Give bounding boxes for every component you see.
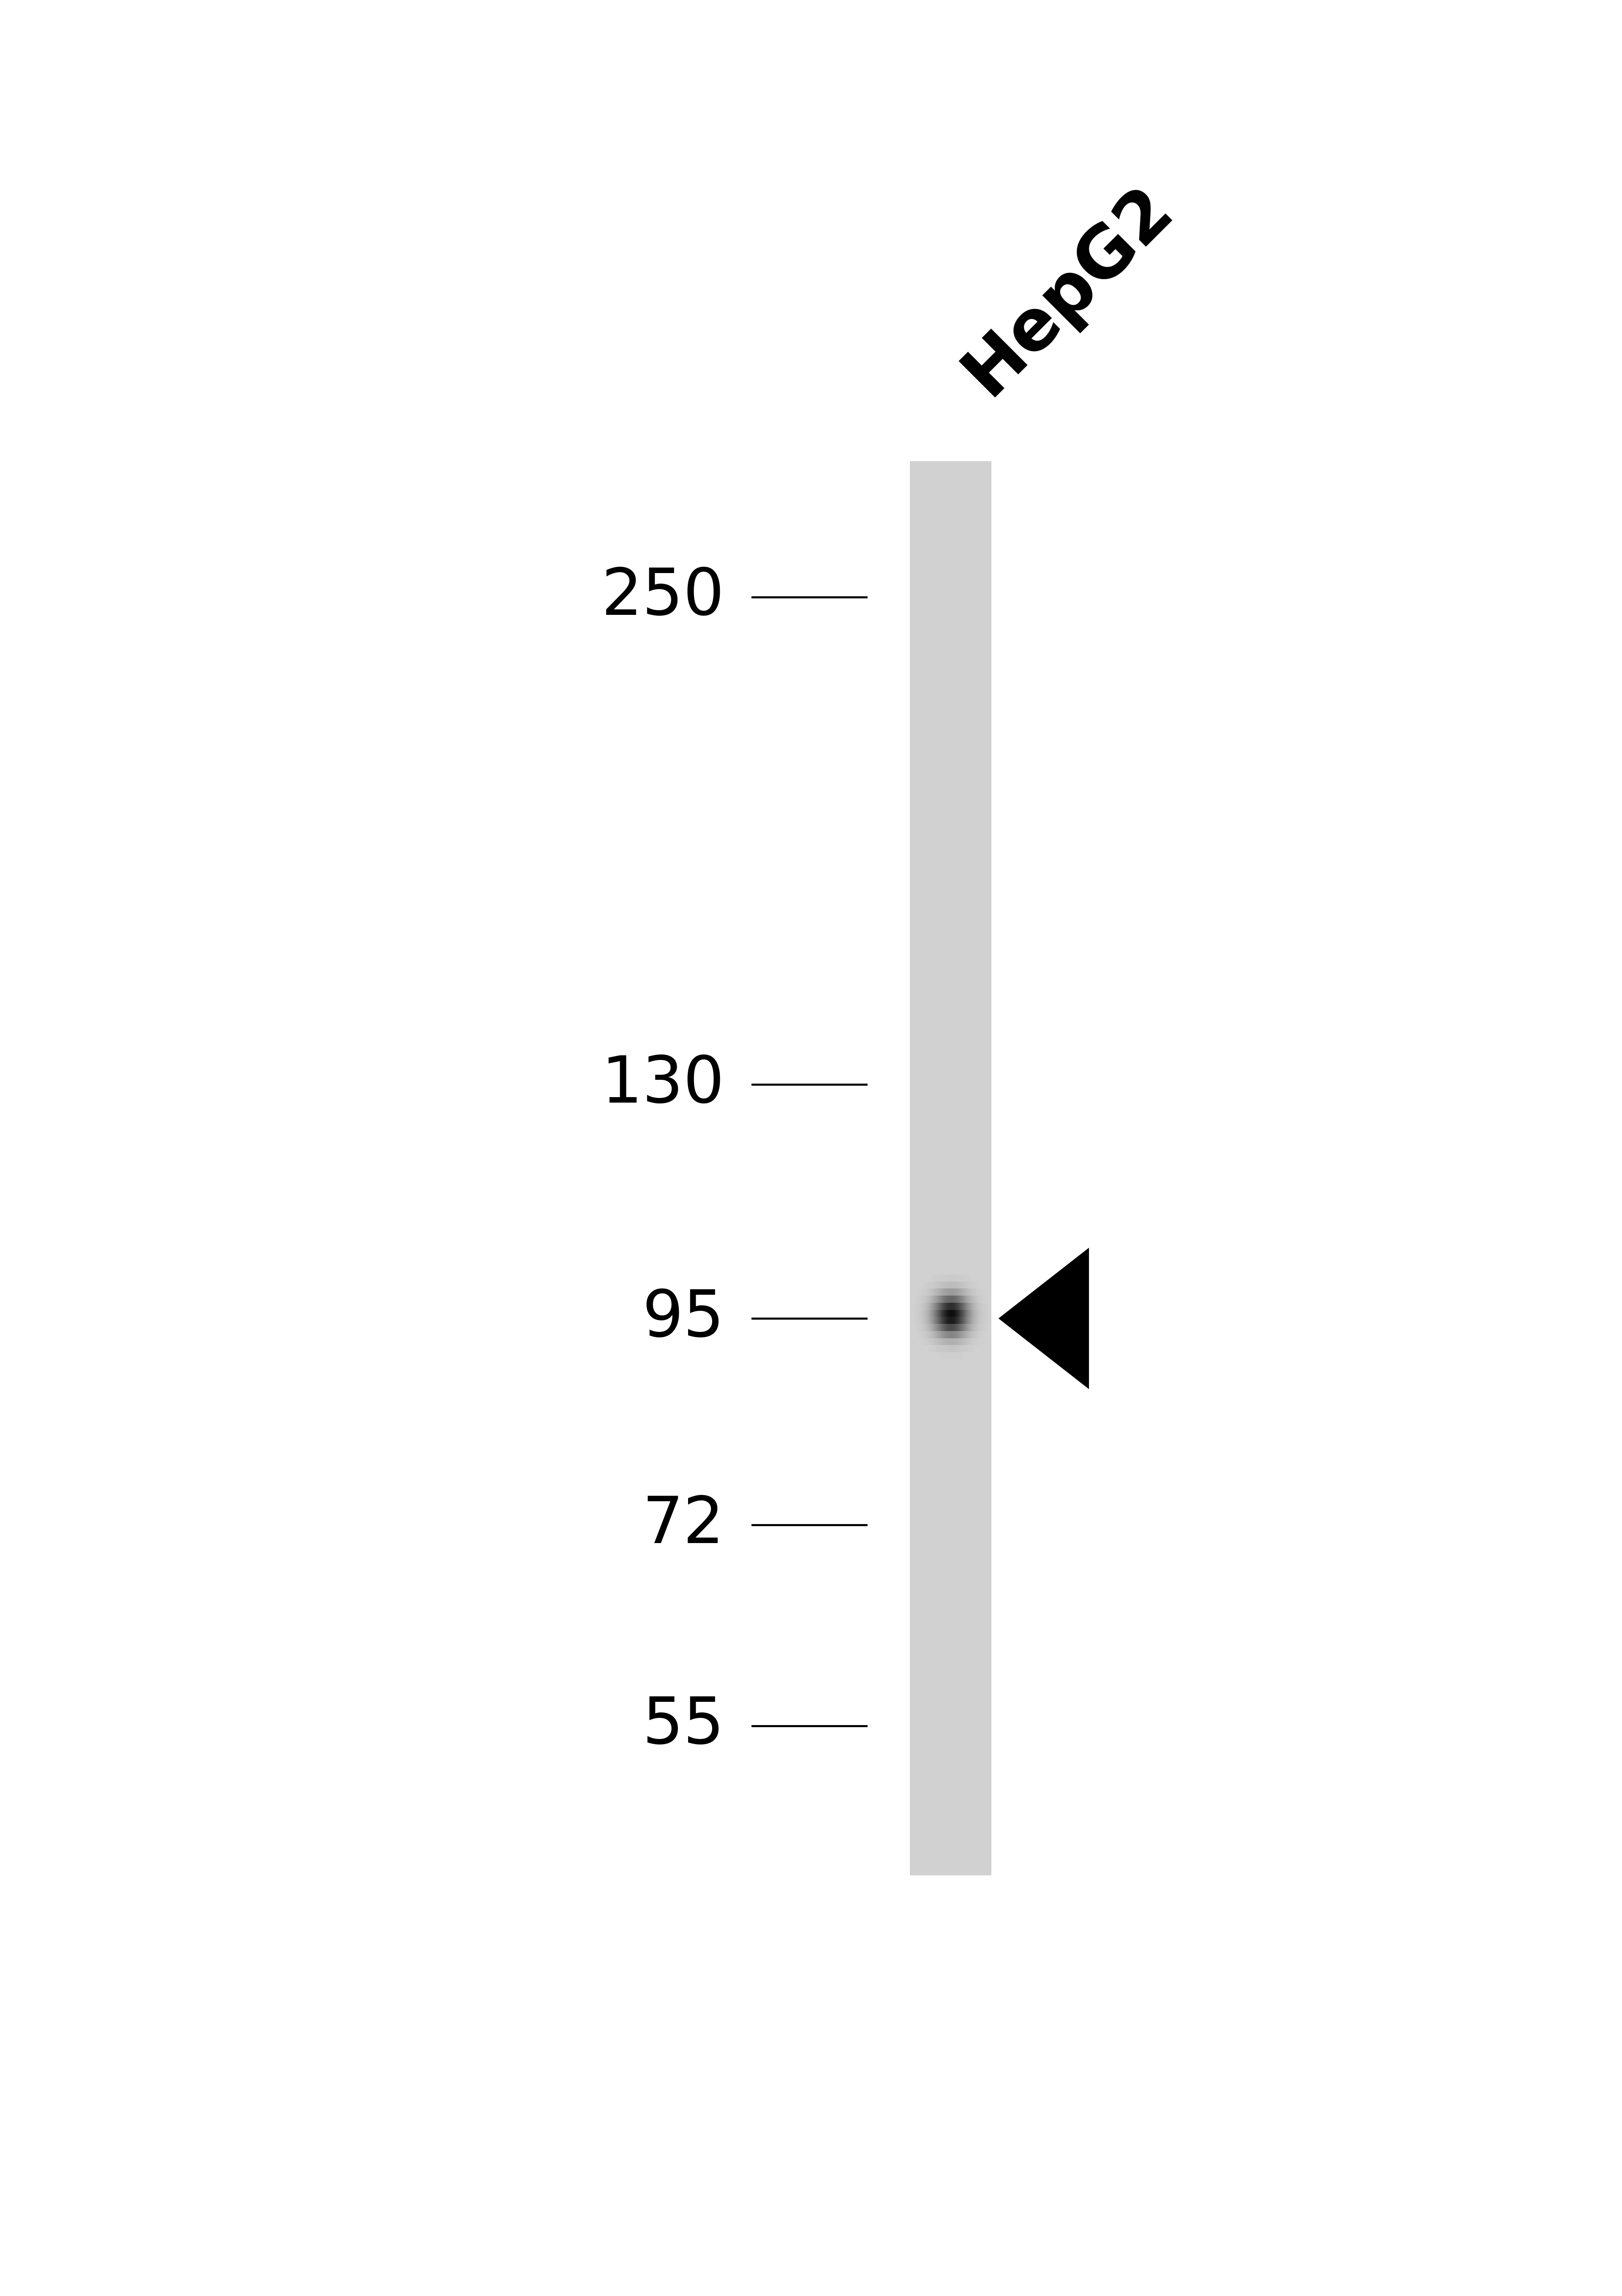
Text: 55: 55 xyxy=(642,1694,725,1756)
Text: 95: 95 xyxy=(642,1288,725,1350)
Bar xyxy=(910,461,991,1876)
Text: 250: 250 xyxy=(602,565,725,629)
Text: HepG2: HepG2 xyxy=(950,172,1186,409)
Polygon shape xyxy=(999,1247,1088,1389)
Text: 130: 130 xyxy=(602,1054,725,1116)
Text: 72: 72 xyxy=(642,1495,725,1557)
